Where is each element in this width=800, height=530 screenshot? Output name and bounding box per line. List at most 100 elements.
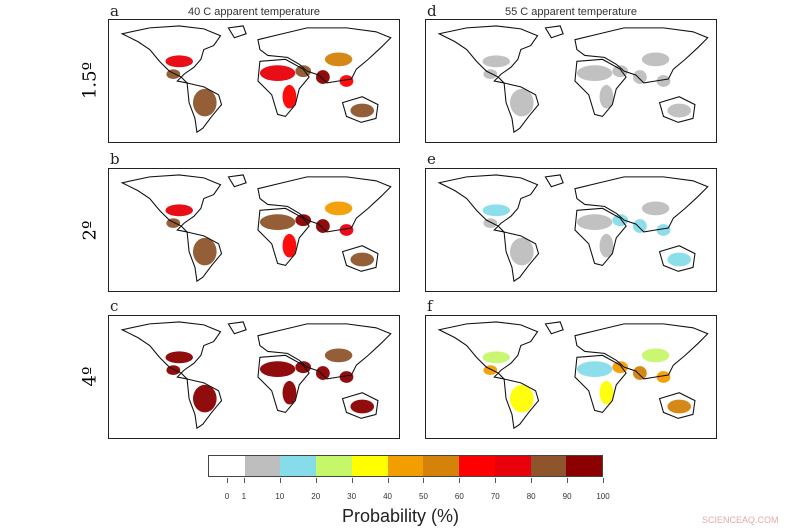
heat-region-india bbox=[632, 366, 647, 380]
heat-region-amazon bbox=[510, 384, 534, 413]
legend-tick bbox=[227, 478, 228, 483]
world-map bbox=[109, 169, 399, 291]
heat-region-india bbox=[632, 70, 647, 84]
map-panel-d bbox=[425, 19, 717, 143]
legend-swatch-5 bbox=[387, 456, 424, 476]
map-panel-f bbox=[425, 315, 717, 439]
heat-region-sahara bbox=[259, 361, 296, 377]
heat-region-amazon bbox=[193, 384, 217, 413]
heat-region-australia bbox=[667, 399, 692, 414]
legend-tick bbox=[351, 478, 353, 483]
heat-region-east-africa bbox=[599, 233, 614, 258]
watermark: SCIENCEAQ.COM bbox=[702, 515, 779, 525]
heat-region-australia bbox=[667, 103, 692, 118]
heat-region-east-africa bbox=[282, 84, 297, 109]
map-panel-c bbox=[108, 315, 400, 439]
color-legend bbox=[208, 455, 603, 477]
legend-tick-label: 30 bbox=[347, 492, 357, 501]
legend-tick bbox=[531, 478, 533, 483]
legend-tick-label: 1 bbox=[241, 492, 247, 501]
heat-region-india bbox=[315, 70, 330, 84]
heat-region-india bbox=[632, 219, 647, 233]
heat-region-china bbox=[641, 348, 670, 363]
world-map bbox=[109, 316, 399, 438]
panel-letter-a: a bbox=[110, 2, 119, 20]
legend-swatch-3 bbox=[316, 456, 352, 476]
column-title-55c: 55 C apparent temperature bbox=[504, 6, 638, 18]
heat-region-sahara bbox=[576, 65, 613, 81]
heat-region-east-africa bbox=[599, 380, 614, 405]
legend-swatch-8 bbox=[494, 456, 531, 476]
panel-letter-e: e bbox=[427, 150, 436, 168]
row-label-1-5: 1.5º bbox=[79, 61, 101, 100]
legend-swatch-9 bbox=[530, 456, 567, 476]
coastline bbox=[122, 175, 391, 281]
heat-region-east-africa bbox=[282, 233, 297, 258]
legend-tick-label: 60 bbox=[454, 492, 464, 501]
map-panel-e bbox=[425, 168, 717, 292]
heat-region-us-south bbox=[482, 204, 510, 217]
heat-region-sahara bbox=[259, 214, 296, 230]
heat-region-australia bbox=[667, 252, 692, 267]
heat-region-australia bbox=[350, 252, 375, 267]
heat-region-se-asia bbox=[656, 371, 671, 383]
heat-region-sahara bbox=[576, 361, 613, 377]
legend-tick-label: 0 bbox=[224, 492, 230, 501]
legend-title: Probability (%) bbox=[342, 506, 460, 526]
world-map bbox=[426, 316, 716, 438]
legend-tick bbox=[387, 478, 389, 483]
heat-region-amazon bbox=[510, 88, 534, 117]
legend-tick-label: 50 bbox=[419, 492, 428, 501]
coastline bbox=[439, 175, 708, 281]
heat-region-us-south bbox=[165, 204, 193, 217]
heat-region-india bbox=[315, 219, 330, 233]
legend-tick bbox=[603, 478, 604, 483]
panel-letter-c: c bbox=[110, 297, 119, 315]
heat-region-us-south bbox=[165, 351, 193, 364]
panel-letter-b: b bbox=[110, 150, 120, 168]
legend-swatch-2 bbox=[280, 456, 317, 476]
coastline bbox=[122, 322, 391, 428]
legend-swatch-10 bbox=[566, 456, 603, 476]
legend-tick-label: 80 bbox=[526, 492, 536, 501]
row-label-2: 2º bbox=[79, 220, 101, 241]
legend-swatch-7 bbox=[459, 456, 495, 476]
heat-region-se-asia bbox=[339, 224, 354, 236]
coastline bbox=[122, 26, 391, 132]
panel-letter-d: d bbox=[427, 2, 437, 20]
world-map bbox=[426, 20, 716, 142]
heat-region-us-south bbox=[165, 55, 193, 68]
legend-tick-label: 40 bbox=[383, 492, 392, 501]
legend-swatch-1 bbox=[244, 456, 281, 476]
heat-region-east-africa bbox=[282, 380, 297, 405]
heat-region-se-asia bbox=[656, 75, 671, 87]
legend-tick-label: 70 bbox=[490, 492, 500, 501]
heat-region-amazon bbox=[193, 88, 217, 117]
world-map bbox=[109, 20, 399, 142]
legend-tick-label: 100 bbox=[596, 492, 610, 501]
legend-tick-label: 90 bbox=[562, 492, 572, 501]
heat-region-east-africa bbox=[599, 84, 614, 109]
map-panel-a bbox=[108, 19, 400, 143]
heat-region-china bbox=[324, 201, 353, 216]
heat-region-amazon bbox=[510, 237, 534, 266]
coastline bbox=[439, 322, 708, 428]
heat-region-se-asia bbox=[339, 371, 354, 383]
map-panel-b bbox=[108, 168, 400, 292]
legend-swatch-6 bbox=[423, 456, 460, 476]
legend-tick bbox=[423, 478, 425, 483]
legend-tick bbox=[495, 478, 497, 483]
row-label-4: 4º bbox=[79, 366, 101, 387]
heat-region-amazon bbox=[193, 237, 217, 266]
heat-region-china bbox=[641, 201, 670, 216]
legend-tick bbox=[243, 478, 245, 483]
heat-region-australia bbox=[350, 103, 375, 118]
heat-region-china bbox=[641, 52, 670, 67]
column-title-40c: 40 C apparent temperature bbox=[187, 6, 321, 18]
legend-tick-label: 20 bbox=[311, 492, 321, 501]
heat-region-china bbox=[324, 52, 353, 67]
legend-tick bbox=[459, 478, 461, 483]
legend-tick-label: 10 bbox=[275, 492, 285, 501]
heat-region-se-asia bbox=[656, 224, 671, 236]
legend-tick bbox=[567, 478, 569, 483]
